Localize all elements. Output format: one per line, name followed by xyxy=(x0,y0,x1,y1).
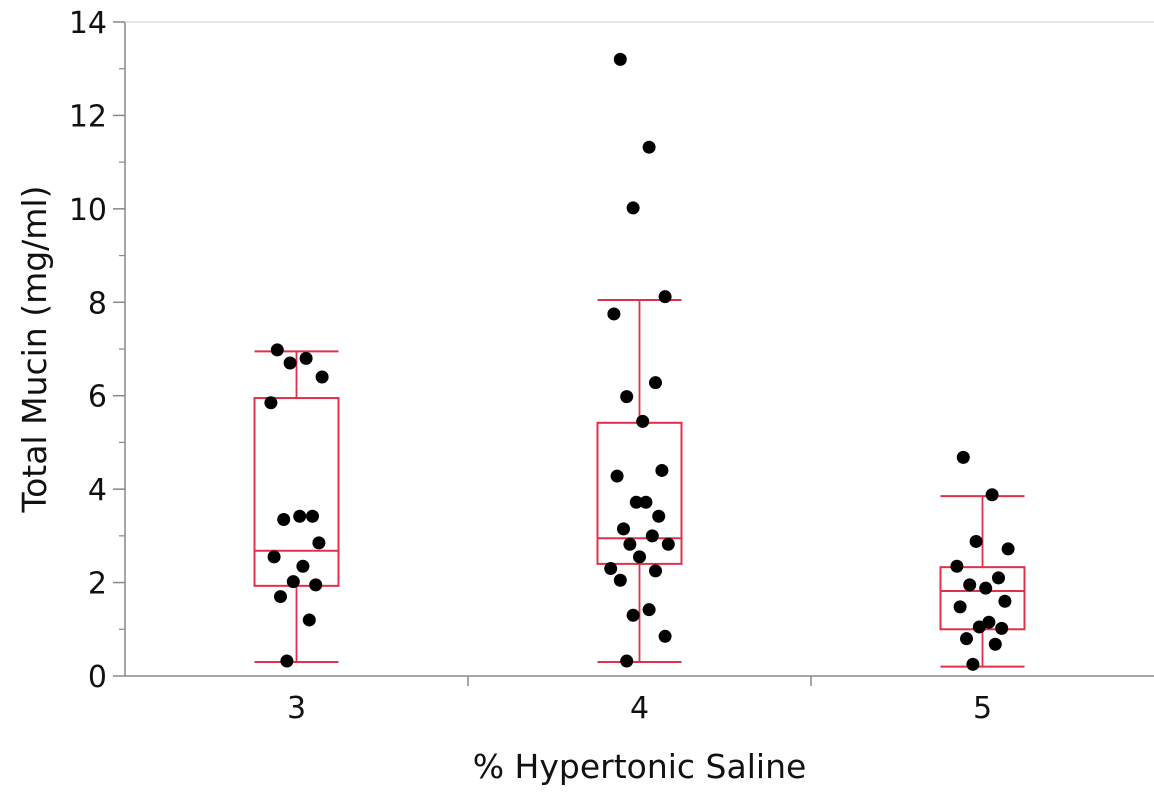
data-point xyxy=(274,590,287,604)
data-point xyxy=(607,307,621,321)
data-point xyxy=(280,654,294,668)
data-point xyxy=(649,564,662,578)
data-point xyxy=(960,632,973,646)
iqr-box xyxy=(253,397,340,587)
x-tick-label: 3 xyxy=(287,691,306,726)
data-point xyxy=(639,495,653,509)
data-point xyxy=(315,370,329,384)
x-axis: 3 4 5 xyxy=(287,676,992,726)
data-point xyxy=(620,654,634,668)
y-tick-label: 6 xyxy=(88,380,107,415)
data-point xyxy=(950,559,964,573)
box-series xyxy=(253,298,1026,668)
data-point xyxy=(302,613,316,627)
data-point xyxy=(1001,542,1015,556)
data-point xyxy=(642,140,656,154)
data-point xyxy=(617,522,630,536)
data-point xyxy=(626,201,640,215)
data-point xyxy=(626,608,640,622)
data-point xyxy=(296,559,310,573)
y-tick-label: 2 xyxy=(88,567,107,602)
y-tick-label: 12 xyxy=(69,99,107,134)
x-axis-title: % Hypertonic Saline xyxy=(473,747,807,786)
data-point xyxy=(642,603,656,617)
y-axis-title: Total Mucin (mg/ml) xyxy=(15,186,54,514)
data-point xyxy=(629,495,643,509)
data-point xyxy=(649,376,662,390)
data-point xyxy=(610,469,624,483)
data-point xyxy=(645,529,659,543)
data-point xyxy=(636,414,650,428)
box-5 xyxy=(939,495,1026,668)
data-point xyxy=(299,351,313,365)
data-point xyxy=(953,600,967,614)
data-point xyxy=(293,509,307,523)
y-tick-label: 10 xyxy=(69,193,107,228)
data-point xyxy=(972,620,986,634)
data-point xyxy=(995,621,1009,635)
data-point xyxy=(966,657,980,671)
data-point xyxy=(270,343,284,357)
data-point xyxy=(277,513,291,527)
data-point xyxy=(620,390,634,404)
data-point xyxy=(264,396,278,410)
data-point xyxy=(309,578,323,592)
data-point xyxy=(982,615,996,629)
data-point xyxy=(655,463,669,477)
y-axis: 0 2 4 6 8 10 12 14 xyxy=(69,6,125,695)
data-point xyxy=(969,534,983,548)
x-tick-label: 4 xyxy=(630,691,649,726)
data-point xyxy=(613,52,627,66)
data-point xyxy=(998,594,1012,608)
data-point xyxy=(267,550,281,564)
y-tick-label: 0 xyxy=(88,660,107,695)
data-point xyxy=(956,450,970,464)
data-point xyxy=(658,290,672,304)
data-point xyxy=(985,488,999,502)
box-4 xyxy=(596,298,683,663)
data-point xyxy=(306,509,319,523)
data-point xyxy=(286,575,300,589)
data-point xyxy=(658,629,672,643)
y-tick-label: 4 xyxy=(88,473,107,508)
data-point xyxy=(312,536,326,550)
data-point xyxy=(992,571,1005,585)
data-point xyxy=(604,562,618,576)
data-point xyxy=(623,537,637,551)
data-point xyxy=(661,537,675,551)
y-tick-label: 14 xyxy=(69,6,107,41)
point-series xyxy=(264,52,1015,671)
iqr-box xyxy=(939,566,1026,631)
data-point xyxy=(652,509,666,523)
data-point xyxy=(613,573,627,587)
data-point xyxy=(963,578,977,592)
data-point xyxy=(283,356,297,370)
data-point xyxy=(979,581,993,595)
y-tick-label: 8 xyxy=(88,286,107,321)
x-tick-label: 5 xyxy=(973,691,992,726)
data-point xyxy=(988,637,1002,651)
data-point xyxy=(633,550,646,564)
